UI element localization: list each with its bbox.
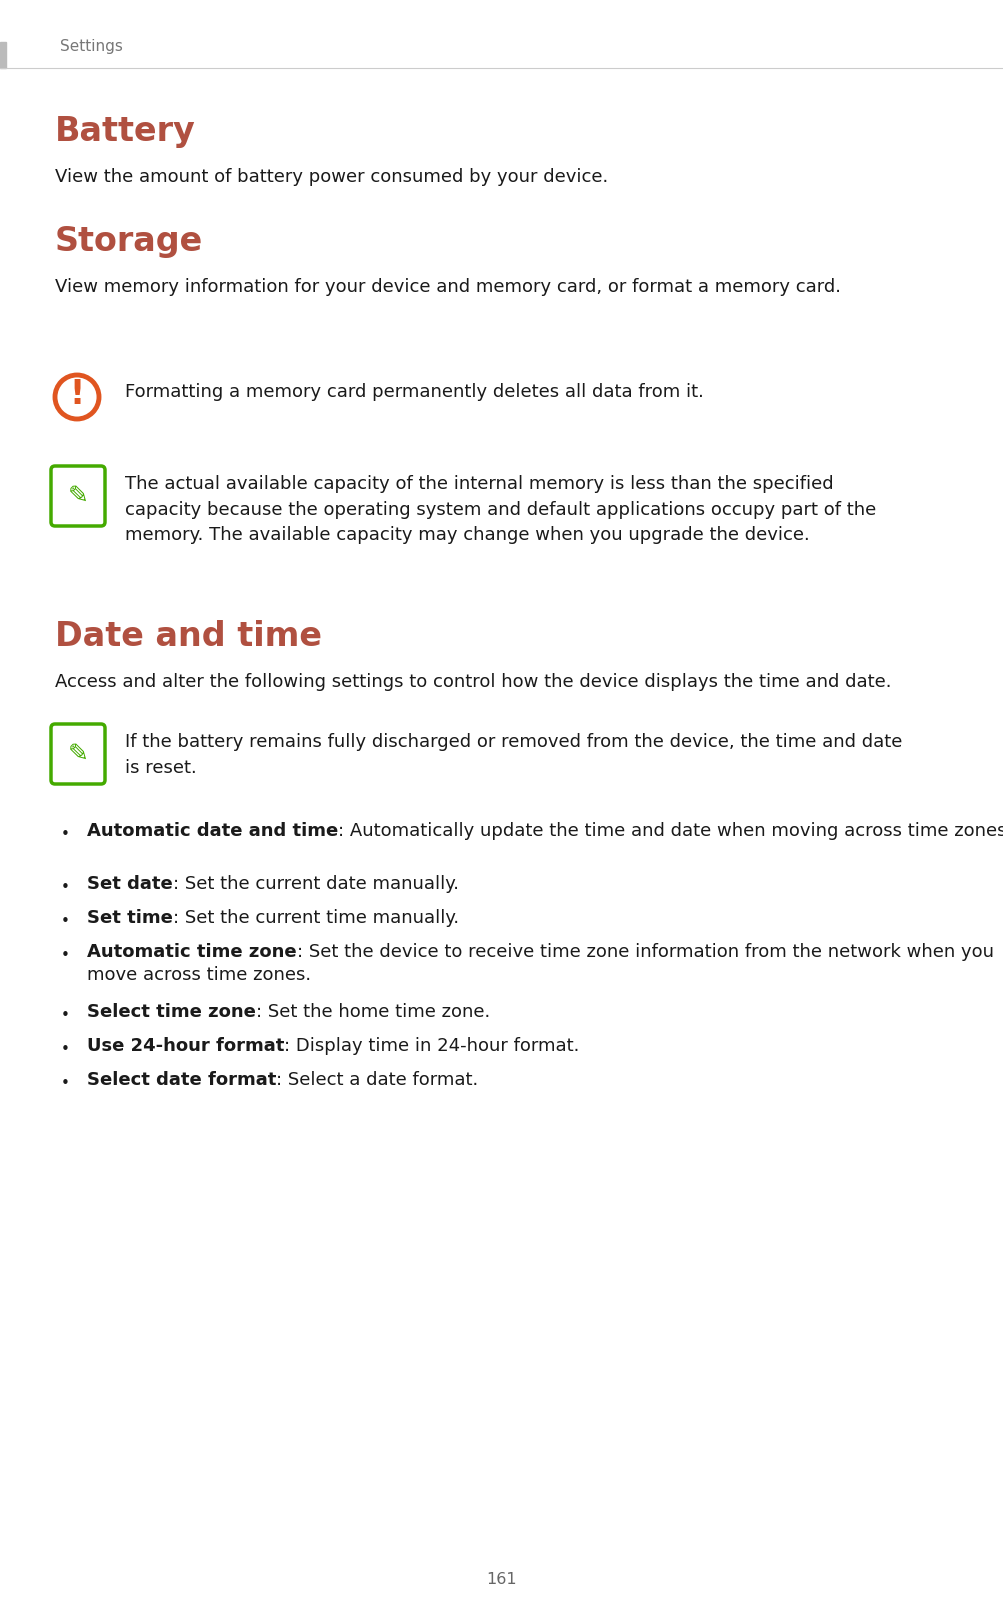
Text: Storage: Storage <box>55 225 203 259</box>
Text: 161: 161 <box>486 1572 517 1588</box>
Text: Settings: Settings <box>60 39 122 55</box>
Text: •: • <box>61 826 70 842</box>
Text: •: • <box>61 1075 70 1091</box>
Text: Formatting a memory card permanently deletes all data from it.: Formatting a memory card permanently del… <box>125 383 703 401</box>
FancyBboxPatch shape <box>51 466 105 526</box>
Text: ✎: ✎ <box>67 483 88 508</box>
Text: Use 24-hour format: Use 24-hour format <box>87 1036 284 1054</box>
Text: ✎: ✎ <box>67 742 88 766</box>
Text: •: • <box>61 948 70 964</box>
Text: : Set the device to receive time zone information from the network when you: : Set the device to receive time zone in… <box>296 943 993 960</box>
Text: !: ! <box>69 377 84 411</box>
Text: : Display time in 24-hour format.: : Display time in 24-hour format. <box>284 1036 579 1054</box>
FancyBboxPatch shape <box>51 724 105 784</box>
Text: : Select a date format.: : Select a date format. <box>276 1070 478 1088</box>
Text: View the amount of battery power consumed by your device.: View the amount of battery power consume… <box>55 168 608 186</box>
Text: Date and time: Date and time <box>55 619 322 653</box>
Text: View memory information for your device and memory card, or format a memory card: View memory information for your device … <box>55 278 841 296</box>
Text: : Set the current time manually.: : Set the current time manually. <box>173 909 458 927</box>
Text: : Set the current date manually.: : Set the current date manually. <box>173 875 458 893</box>
Text: Automatic time zone: Automatic time zone <box>87 943 296 960</box>
Text: If the battery remains fully discharged or removed from the device, the time and: If the battery remains fully discharged … <box>125 733 902 776</box>
Text: : Set the home time zone.: : Set the home time zone. <box>256 1003 489 1020</box>
Text: Select time zone: Select time zone <box>87 1003 256 1020</box>
Text: : Automatically update the time and date when moving across time zones.: : Automatically update the time and date… <box>338 821 1003 839</box>
Text: Access and alter the following settings to control how the device displays the t: Access and alter the following settings … <box>55 673 891 690</box>
Bar <box>0 42 6 68</box>
Text: Automatic date and time: Automatic date and time <box>87 821 338 839</box>
Text: •: • <box>61 1007 70 1024</box>
Text: •: • <box>61 1041 70 1058</box>
Text: •: • <box>61 880 70 894</box>
Text: Set time: Set time <box>87 909 173 927</box>
Text: •: • <box>61 914 70 930</box>
Text: move across time zones.: move across time zones. <box>87 967 311 985</box>
Text: Set date: Set date <box>87 875 173 893</box>
Text: Select date format: Select date format <box>87 1070 276 1088</box>
Text: Battery: Battery <box>55 115 196 149</box>
Text: The actual available capacity of the internal memory is less than the specified
: The actual available capacity of the int… <box>125 475 876 545</box>
